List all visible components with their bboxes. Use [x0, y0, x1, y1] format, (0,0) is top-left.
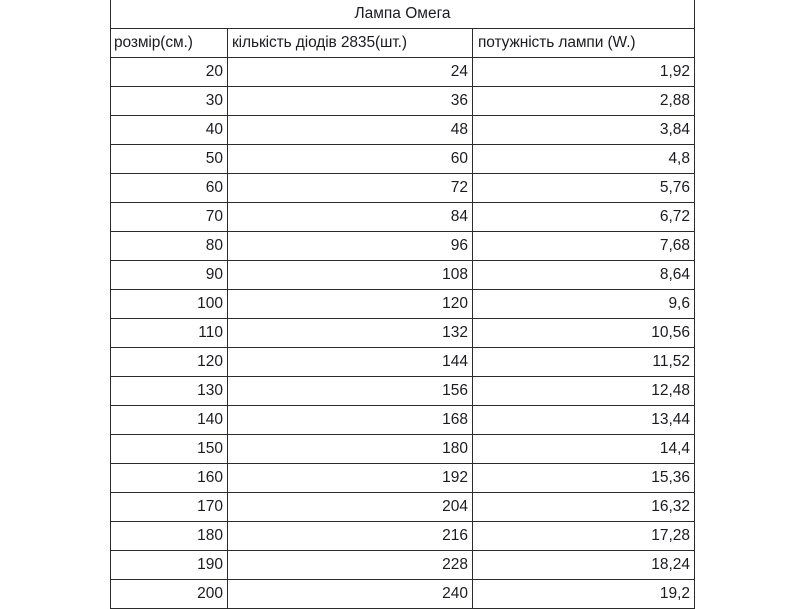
cell-size: 100	[110, 289, 228, 319]
cell-diode: 24	[227, 57, 473, 87]
table-row: 40 48 3,84	[110, 115, 695, 145]
cell-power: 19,2	[472, 579, 695, 609]
table-row: 130 156 12,48	[110, 376, 695, 406]
cell-power: 3,84	[472, 115, 695, 145]
column-header-diode-count: кількість діодів 2835(шт.)	[227, 28, 473, 58]
cell-size: 70	[110, 202, 228, 232]
table-row: 90 108 8,64	[110, 260, 695, 290]
cell-diode: 120	[227, 289, 473, 319]
cell-power: 18,24	[472, 550, 695, 580]
cell-power: 17,28	[472, 521, 695, 551]
cell-size: 150	[110, 434, 228, 464]
table-row: 100 120 9,6	[110, 289, 695, 319]
cell-power: 5,76	[472, 173, 695, 203]
cell-size: 160	[110, 463, 228, 493]
column-header-power: потужність лампи (W.)	[472, 28, 695, 58]
cell-diode: 36	[227, 86, 473, 116]
cell-power: 2,88	[472, 86, 695, 116]
cell-diode: 180	[227, 434, 473, 464]
cell-diode: 240	[227, 579, 473, 609]
cell-size: 30	[110, 86, 228, 116]
table-row: 20 24 1,92	[110, 57, 695, 87]
cell-diode: 156	[227, 376, 473, 406]
cell-size: 170	[110, 492, 228, 522]
table-row: 140 168 13,44	[110, 405, 695, 435]
cell-diode: 132	[227, 318, 473, 348]
cell-power: 14,4	[472, 434, 695, 464]
cell-diode: 216	[227, 521, 473, 551]
cell-power: 4,8	[472, 144, 695, 174]
table-row: 120 144 11,52	[110, 347, 695, 377]
cell-power: 6,72	[472, 202, 695, 232]
table-row: 180 216 17,28	[110, 521, 695, 551]
table-row: 160 192 15,36	[110, 463, 695, 493]
cell-size: 20	[110, 57, 228, 87]
table-row: 110 132 10,56	[110, 318, 695, 348]
cell-power: 15,36	[472, 463, 695, 493]
cell-size: 130	[110, 376, 228, 406]
table-row: 190 228 18,24	[110, 550, 695, 580]
table-row: 80 96 7,68	[110, 231, 695, 261]
cell-diode: 96	[227, 231, 473, 261]
table-row: 70 84 6,72	[110, 202, 695, 232]
table-row: 200 240 19,2	[110, 579, 695, 609]
cell-size: 40	[110, 115, 228, 145]
table-row: 60 72 5,76	[110, 173, 695, 203]
cell-power: 8,64	[472, 260, 695, 290]
cell-diode: 72	[227, 173, 473, 203]
cell-power: 16,32	[472, 492, 695, 522]
cell-size: 190	[110, 550, 228, 580]
table-title: Лампа Омега	[110, 0, 695, 29]
cell-power: 12,48	[472, 376, 695, 406]
cell-size: 90	[110, 260, 228, 290]
cell-diode: 204	[227, 492, 473, 522]
cell-size: 60	[110, 173, 228, 203]
cell-power: 10,56	[472, 318, 695, 348]
cell-diode: 144	[227, 347, 473, 377]
cell-power: 13,44	[472, 405, 695, 435]
cell-size: 140	[110, 405, 228, 435]
cell-diode: 192	[227, 463, 473, 493]
cell-diode: 168	[227, 405, 473, 435]
cell-size: 200	[110, 579, 228, 609]
table-row: 170 204 16,32	[110, 492, 695, 522]
cell-size: 120	[110, 347, 228, 377]
lamp-spec-table: Лампа Омега розмір(см.) кількість діодів…	[110, 0, 695, 609]
cell-power: 7,68	[472, 231, 695, 261]
cell-diode: 48	[227, 115, 473, 145]
table-title-row: Лампа Омега	[110, 0, 695, 29]
table-row: 150 180 14,4	[110, 434, 695, 464]
cell-size: 80	[110, 231, 228, 261]
cell-power: 1,92	[472, 57, 695, 87]
cell-diode: 60	[227, 144, 473, 174]
cell-diode: 84	[227, 202, 473, 232]
table-row: 30 36 2,88	[110, 86, 695, 116]
cell-size: 50	[110, 144, 228, 174]
cell-size: 180	[110, 521, 228, 551]
cell-power: 11,52	[472, 347, 695, 377]
cell-power: 9,6	[472, 289, 695, 319]
cell-size: 110	[110, 318, 228, 348]
column-header-size: розмір(см.)	[110, 28, 228, 58]
cell-diode: 228	[227, 550, 473, 580]
cell-diode: 108	[227, 260, 473, 290]
table-header-row: розмір(см.) кількість діодів 2835(шт.) п…	[110, 28, 695, 58]
table-container: Лампа Омега розмір(см.) кількість діодів…	[110, 0, 695, 609]
table-row: 50 60 4,8	[110, 144, 695, 174]
